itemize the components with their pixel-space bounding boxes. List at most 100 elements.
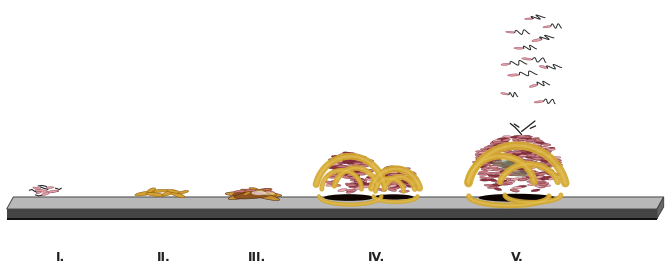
Ellipse shape bbox=[344, 176, 354, 178]
Ellipse shape bbox=[152, 189, 168, 192]
Ellipse shape bbox=[494, 187, 502, 191]
Ellipse shape bbox=[481, 152, 490, 154]
Ellipse shape bbox=[538, 146, 548, 148]
Ellipse shape bbox=[510, 170, 520, 173]
Ellipse shape bbox=[396, 181, 404, 184]
Ellipse shape bbox=[498, 154, 508, 156]
Ellipse shape bbox=[513, 142, 522, 144]
Ellipse shape bbox=[478, 162, 488, 165]
Ellipse shape bbox=[530, 163, 540, 166]
Ellipse shape bbox=[506, 151, 515, 155]
Text: III.: III. bbox=[247, 251, 266, 264]
Ellipse shape bbox=[249, 188, 258, 190]
Ellipse shape bbox=[475, 164, 485, 166]
Ellipse shape bbox=[494, 162, 504, 164]
Ellipse shape bbox=[536, 158, 546, 160]
Ellipse shape bbox=[498, 155, 508, 157]
Ellipse shape bbox=[520, 162, 528, 165]
Ellipse shape bbox=[394, 180, 403, 183]
Ellipse shape bbox=[341, 166, 352, 168]
Ellipse shape bbox=[536, 166, 545, 169]
Ellipse shape bbox=[507, 146, 516, 148]
Polygon shape bbox=[7, 197, 664, 209]
Ellipse shape bbox=[379, 175, 390, 178]
Ellipse shape bbox=[488, 154, 498, 156]
Ellipse shape bbox=[356, 173, 366, 175]
Ellipse shape bbox=[386, 179, 396, 182]
Ellipse shape bbox=[518, 160, 528, 162]
Ellipse shape bbox=[356, 156, 366, 158]
Ellipse shape bbox=[331, 166, 341, 170]
Ellipse shape bbox=[344, 156, 352, 160]
Ellipse shape bbox=[543, 26, 551, 28]
Ellipse shape bbox=[499, 138, 509, 140]
Ellipse shape bbox=[507, 145, 515, 148]
Ellipse shape bbox=[484, 151, 493, 154]
Ellipse shape bbox=[543, 164, 553, 166]
Ellipse shape bbox=[385, 170, 394, 173]
Ellipse shape bbox=[384, 167, 393, 170]
Ellipse shape bbox=[327, 166, 338, 169]
Ellipse shape bbox=[537, 177, 546, 180]
Ellipse shape bbox=[388, 171, 398, 174]
Ellipse shape bbox=[510, 154, 520, 156]
Ellipse shape bbox=[509, 145, 518, 148]
Ellipse shape bbox=[514, 137, 523, 140]
Ellipse shape bbox=[474, 161, 483, 164]
Ellipse shape bbox=[517, 174, 526, 176]
Ellipse shape bbox=[480, 160, 490, 162]
Ellipse shape bbox=[530, 137, 540, 140]
Ellipse shape bbox=[514, 151, 524, 154]
Ellipse shape bbox=[378, 181, 388, 184]
Ellipse shape bbox=[476, 158, 485, 161]
Ellipse shape bbox=[488, 167, 498, 169]
Ellipse shape bbox=[350, 165, 359, 168]
Ellipse shape bbox=[135, 191, 155, 196]
Ellipse shape bbox=[507, 145, 517, 147]
Ellipse shape bbox=[350, 177, 360, 179]
Ellipse shape bbox=[178, 191, 189, 194]
Ellipse shape bbox=[380, 182, 390, 185]
Ellipse shape bbox=[352, 178, 362, 181]
Ellipse shape bbox=[482, 160, 492, 163]
Ellipse shape bbox=[349, 158, 358, 161]
Ellipse shape bbox=[329, 159, 338, 163]
Ellipse shape bbox=[491, 168, 500, 171]
Ellipse shape bbox=[519, 147, 528, 150]
Ellipse shape bbox=[512, 187, 522, 189]
Ellipse shape bbox=[511, 135, 520, 138]
Ellipse shape bbox=[522, 140, 532, 143]
Ellipse shape bbox=[270, 192, 277, 196]
Ellipse shape bbox=[323, 194, 374, 201]
Ellipse shape bbox=[353, 183, 363, 186]
Ellipse shape bbox=[518, 179, 528, 181]
Ellipse shape bbox=[476, 151, 486, 153]
Ellipse shape bbox=[541, 148, 550, 150]
Ellipse shape bbox=[506, 31, 515, 33]
Ellipse shape bbox=[402, 181, 412, 184]
Ellipse shape bbox=[487, 147, 496, 150]
Ellipse shape bbox=[551, 157, 561, 159]
Ellipse shape bbox=[528, 162, 536, 165]
Ellipse shape bbox=[521, 163, 530, 166]
Ellipse shape bbox=[478, 151, 487, 154]
Ellipse shape bbox=[263, 192, 275, 195]
Ellipse shape bbox=[358, 181, 367, 184]
Ellipse shape bbox=[535, 185, 545, 187]
Ellipse shape bbox=[538, 183, 548, 186]
Ellipse shape bbox=[332, 155, 342, 158]
Ellipse shape bbox=[392, 174, 402, 177]
Polygon shape bbox=[657, 197, 664, 218]
Ellipse shape bbox=[536, 181, 546, 183]
Ellipse shape bbox=[255, 192, 265, 194]
Ellipse shape bbox=[540, 177, 548, 180]
Ellipse shape bbox=[341, 175, 350, 179]
Ellipse shape bbox=[532, 149, 542, 151]
Ellipse shape bbox=[488, 162, 498, 164]
Ellipse shape bbox=[538, 153, 548, 156]
Ellipse shape bbox=[354, 179, 365, 182]
Ellipse shape bbox=[332, 169, 342, 173]
Ellipse shape bbox=[532, 182, 541, 184]
Ellipse shape bbox=[512, 138, 521, 140]
Ellipse shape bbox=[540, 152, 550, 154]
